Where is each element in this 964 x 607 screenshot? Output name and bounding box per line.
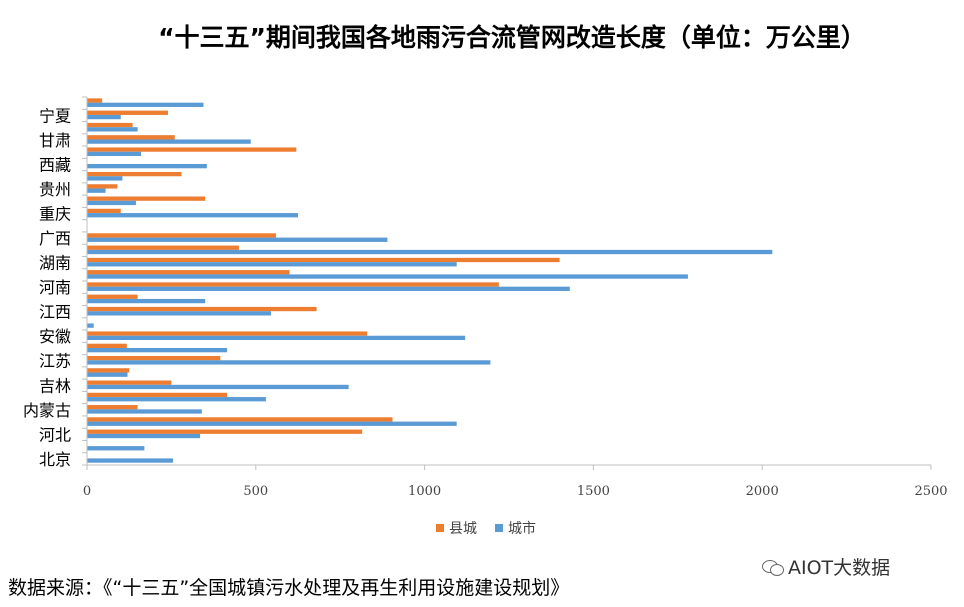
bar-city — [87, 446, 145, 451]
bar-city — [87, 274, 688, 279]
bar-county — [87, 392, 228, 398]
bar-county — [87, 257, 560, 263]
legend-label-city: 城市 — [508, 521, 536, 537]
bar-city — [87, 213, 298, 218]
y-tick-label: 吉林 — [39, 376, 71, 395]
bar-city — [87, 409, 202, 414]
bar-county — [87, 429, 363, 434]
bar-county — [87, 196, 206, 201]
y-tick-label: 安徽 — [39, 327, 71, 346]
bar-county — [87, 405, 138, 410]
bar-county — [87, 147, 297, 152]
bar-city — [87, 127, 138, 132]
bar-county — [87, 208, 121, 214]
y-tick-label: 湖南 — [39, 254, 71, 273]
legend-swatch-county — [436, 524, 444, 532]
bar-county — [87, 380, 172, 385]
x-tick-label: 1000 — [408, 484, 441, 499]
legend-label-county: 县城 — [449, 521, 477, 537]
bar-city — [87, 164, 207, 169]
bar-county — [87, 368, 130, 373]
bar-city — [87, 421, 457, 426]
bar-city — [87, 323, 94, 328]
x-tick-label: 0 — [83, 484, 91, 499]
bar-city — [87, 249, 773, 255]
y-tick-label: 内蒙古 — [23, 401, 71, 420]
bar-county — [87, 245, 239, 250]
bar-county — [87, 306, 317, 312]
y-tick-label: 江西 — [39, 303, 71, 322]
bar-city — [87, 200, 136, 206]
bar-city — [87, 433, 201, 439]
bar-city — [87, 348, 228, 353]
bar-city — [87, 298, 206, 304]
bar-city — [87, 114, 121, 120]
bar-county — [87, 110, 169, 115]
bar-city — [87, 335, 466, 341]
y-tick-label: 江苏 — [39, 352, 71, 371]
y-tick-label: 宁夏 — [39, 106, 71, 125]
bar-county — [87, 270, 290, 275]
bar-county — [87, 184, 118, 189]
legend: 县城 城市 — [436, 518, 536, 538]
x-tick-label: 1500 — [577, 484, 610, 499]
bar-city — [87, 372, 128, 377]
bar-city — [87, 360, 491, 365]
bar-city — [87, 397, 266, 402]
bar-county — [87, 331, 368, 336]
watermark-text: AIOT大数据 — [788, 557, 891, 579]
bar-city — [87, 262, 457, 267]
y-tick-label: 河南 — [39, 278, 71, 297]
bar-county — [87, 171, 182, 177]
bar-county — [87, 233, 277, 238]
y-tick-label: 北京 — [39, 450, 71, 469]
x-tick-label: 2000 — [746, 484, 779, 499]
y-tick-label: 西藏 — [39, 155, 71, 174]
bar-city — [87, 188, 106, 193]
bar-city — [87, 311, 271, 316]
bar-county — [87, 135, 175, 140]
bar-city — [87, 458, 174, 463]
bar-city — [87, 286, 570, 291]
watermark: AIOT大数据 — [762, 553, 890, 580]
bar-city — [87, 151, 142, 157]
bar-city — [87, 237, 388, 242]
x-tick-label: 2500 — [914, 484, 947, 499]
bar-city — [87, 139, 251, 144]
bar-county — [87, 417, 393, 422]
y-tick-label: 甘肃 — [39, 131, 71, 150]
bar-city — [87, 102, 204, 107]
y-tick-label: 贵州 — [39, 180, 71, 199]
bar-county — [87, 122, 133, 128]
y-tick-label: 河北 — [39, 425, 71, 444]
bar-city — [87, 384, 349, 390]
legend-swatch-city — [495, 524, 503, 532]
x-tick-label: 500 — [243, 484, 268, 499]
bar-county — [87, 282, 499, 287]
bar-county — [87, 98, 103, 103]
bar-county — [87, 355, 221, 361]
source-note: 数据来源：《“十三五”全国城镇污水处理及再生利用设施建设规划》 — [8, 577, 570, 599]
bar-city — [87, 176, 123, 181]
wechat-icon — [762, 558, 784, 576]
legend-item-county: 县城 — [436, 518, 477, 538]
legend-item-city: 城市 — [495, 518, 536, 538]
bar-county — [87, 294, 138, 299]
bar-county — [87, 343, 127, 348]
chart-title: “十三五”期间我国各地雨污合流管网改造长度（单位：万公里） — [158, 23, 866, 52]
y-tick-label: 广西 — [39, 229, 71, 248]
y-tick-label: 重庆 — [39, 205, 71, 224]
